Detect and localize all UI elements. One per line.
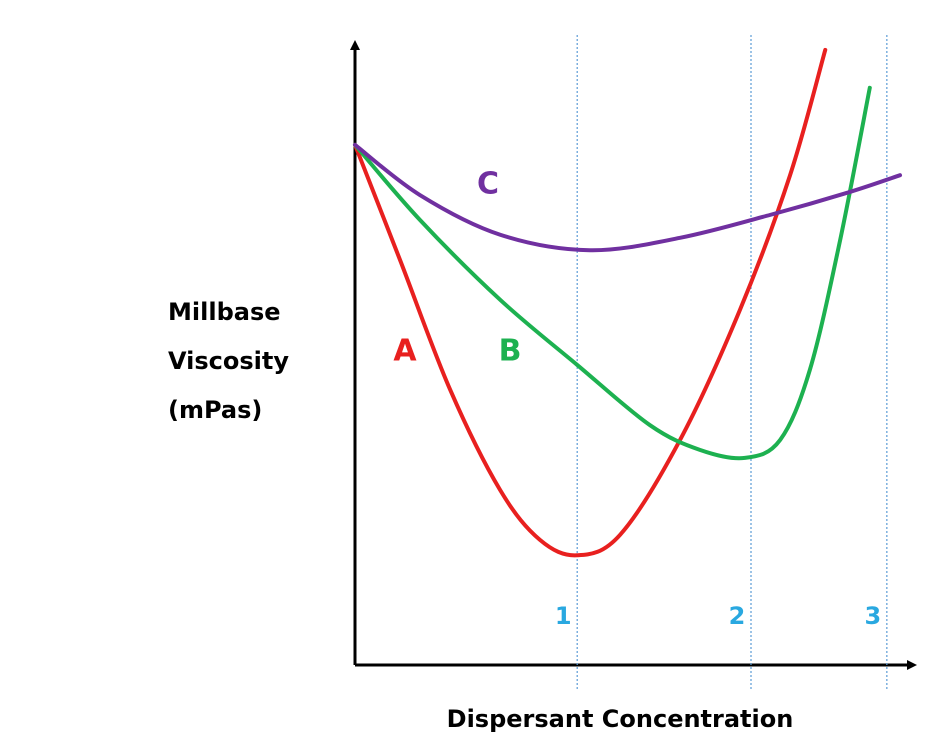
y-axis-label: Millbase xyxy=(168,298,281,326)
reference-label: 2 xyxy=(729,602,746,630)
curve-label: A xyxy=(393,334,417,369)
curve xyxy=(353,47,828,558)
curve-label: B xyxy=(499,334,522,369)
curve xyxy=(353,85,872,461)
curve-label: C xyxy=(477,167,499,202)
y-axis-label: (mPas) xyxy=(168,396,262,424)
x-axis-label: Dispersant Concentration xyxy=(447,705,794,733)
reference-label: 1 xyxy=(555,602,572,630)
curve xyxy=(353,142,903,253)
reference-label: 3 xyxy=(864,602,881,630)
y-axis-label: Viscosity xyxy=(168,347,289,375)
